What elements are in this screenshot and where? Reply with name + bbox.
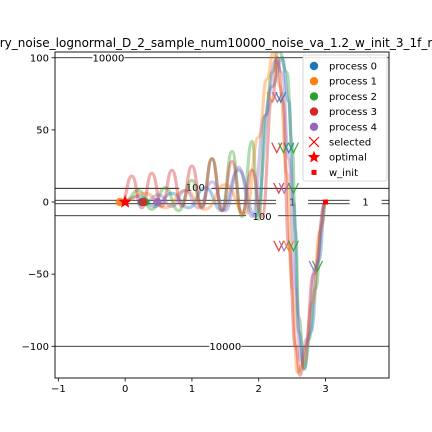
legend-label-3: process 3 [329, 107, 377, 118]
selected-marker-1 [271, 91, 284, 104]
chart-title: ry_noise_lognormal_D_2_sample_num10000_n… [0, 36, 432, 50]
contour-label-2-0: 1 [289, 198, 295, 209]
x-tick-label-4: 3 [322, 384, 328, 395]
legend-label-1: process 1 [329, 77, 377, 88]
contour-label-bg-0-1 [209, 340, 242, 353]
selected-marker-2 [275, 91, 287, 104]
selected-marker-9 [287, 182, 300, 195]
selected-marker-6 [287, 142, 300, 155]
contour-label-bg-1-0 [179, 181, 212, 194]
legend-marker-4 [309, 122, 319, 131]
legend: process 0 process 1 process 2 process 3 proc… [302, 54, 388, 182]
x-tick-label-1: 0 [122, 384, 128, 395]
y-tick-label-4: −100 [22, 342, 49, 353]
legend-label-2: process 2 [329, 92, 377, 103]
selected-marker-14 [308, 260, 320, 273]
y-tick-label-3: −50 [28, 270, 49, 281]
legend-label-5: selected [329, 138, 371, 149]
contour-label-bg-2-1 [349, 196, 382, 209]
contour-label-0-1: 10000 [209, 342, 241, 353]
selected-marker-13 [287, 240, 300, 253]
start-point-4 [153, 197, 162, 207]
legend-box [302, 54, 388, 182]
x-tick-label-2: 1 [189, 384, 195, 395]
x-tick-label-3: 2 [256, 384, 262, 395]
contour-label-1-0: 100 [186, 183, 205, 194]
selected-marker-11 [278, 240, 290, 253]
selected-marker-0 [266, 91, 278, 104]
legend-label-6: optimal [329, 153, 367, 164]
selected-marker-8 [278, 182, 290, 195]
trajectory-curve-2 [121, 52, 328, 374]
selected-marker-7 [273, 182, 285, 195]
axes-frame [54, 51, 390, 379]
y-tick-label-2: 0 [43, 198, 49, 209]
trajectory-curve-0 [124, 52, 328, 371]
start-point-3 [138, 197, 148, 207]
contour-label-1-1: 100 [253, 212, 272, 223]
trajectory-curve-4 [144, 59, 328, 363]
selected-marker-5 [283, 142, 295, 155]
legend-marker-2 [309, 92, 319, 101]
legend-marker-5 [308, 136, 320, 148]
contour-label-bg-2-0 [276, 196, 309, 209]
plot-area: 10000 10000 100 100 1 1 [55, 52, 389, 377]
x-tick-label-0: −1 [51, 384, 66, 395]
legend-marker-1 [309, 77, 319, 86]
selected-marker-12 [283, 240, 295, 253]
legend-marker-0 [309, 61, 319, 71]
contour-label-2-1: 1 [362, 198, 368, 209]
contour-label-bg-1-1 [246, 210, 279, 223]
legend-label-7: w_init [329, 168, 358, 179]
w-init-marker [323, 199, 329, 205]
legend-marker-3 [309, 107, 319, 116]
contour-label-bg-0-0 [92, 52, 125, 64]
trajectory-curve-3 [120, 56, 328, 377]
legend-label-4: process 4 [329, 122, 377, 133]
y-tick-label-0: 100 [30, 53, 49, 64]
legend-label-0: process 0 [329, 62, 377, 73]
legend-marker-7 [311, 169, 317, 175]
optimal-marker [118, 195, 132, 208]
selected-marker-4 [277, 142, 290, 155]
legend-marker-6 [307, 150, 321, 163]
selected-marker-15 [311, 260, 324, 273]
selected-marker-10 [273, 240, 285, 253]
y-tick-label-1: 50 [36, 125, 49, 136]
contour-label-0-0: 10000 [93, 53, 125, 64]
